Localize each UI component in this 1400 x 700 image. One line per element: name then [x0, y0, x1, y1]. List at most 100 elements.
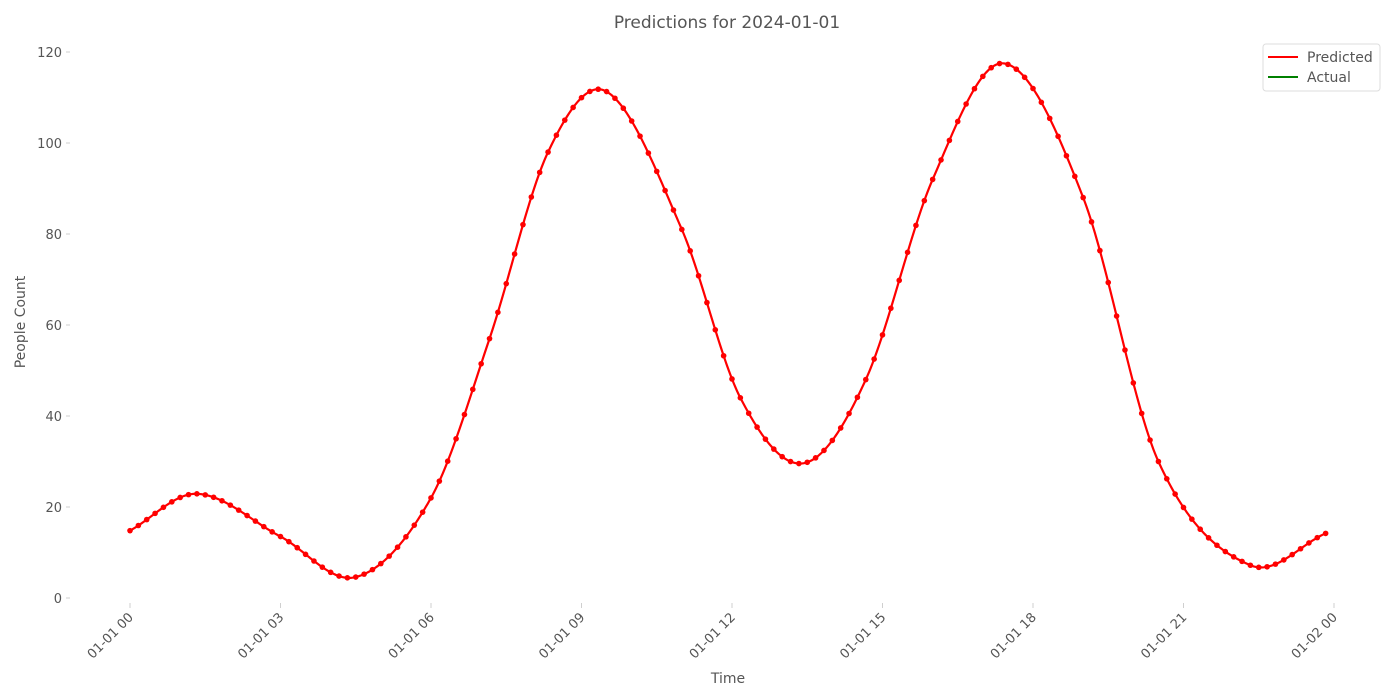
- legend: Predicted Actual: [1262, 43, 1381, 92]
- series-point: [1138, 410, 1145, 417]
- series-point: [846, 410, 852, 417]
- series-point: [478, 360, 484, 367]
- series-point: [687, 248, 693, 254]
- series-point: [503, 280, 510, 287]
- series-point: [1197, 526, 1204, 533]
- series-point: [511, 251, 518, 257]
- series-point: [1063, 152, 1070, 159]
- series-point: [1230, 554, 1237, 560]
- series-point: [980, 73, 986, 80]
- series-point: [921, 197, 928, 204]
- series-point: [653, 168, 660, 175]
- legend-label: Predicted: [1307, 50, 1373, 66]
- y-tick-label: 80: [45, 228, 62, 243]
- series-point: [1172, 491, 1178, 497]
- series-point: [403, 534, 409, 540]
- series-point: [252, 518, 259, 524]
- series-point: [679, 226, 685, 233]
- series-point: [461, 411, 468, 418]
- series-point: [862, 376, 869, 383]
- series-point: [821, 447, 827, 454]
- series-point: [302, 551, 309, 558]
- y-tick-label: 60: [45, 319, 62, 334]
- y-tick-label: 120: [37, 46, 62, 61]
- series-point: [1122, 347, 1128, 353]
- series-point: [1189, 516, 1195, 522]
- x-tick-label: 01-01 18: [988, 610, 1040, 662]
- series-point: [879, 332, 886, 338]
- series-point: [169, 499, 175, 505]
- series-point: [1205, 535, 1212, 541]
- series-point: [1247, 562, 1254, 569]
- series-point: [913, 222, 919, 229]
- series-point: [1281, 557, 1287, 563]
- series-point: [612, 95, 618, 102]
- series-point: [812, 455, 819, 461]
- series-point: [1306, 540, 1312, 546]
- series-point: [127, 527, 133, 534]
- series-point: [988, 64, 994, 71]
- series-point: [628, 118, 635, 124]
- x-tick-label: 01-01 12: [687, 610, 739, 662]
- series-point: [1072, 173, 1078, 180]
- series-point: [336, 573, 342, 579]
- series-point: [1272, 561, 1279, 567]
- series-point: [603, 88, 610, 95]
- series-point: [1038, 99, 1045, 106]
- series-point: [737, 395, 744, 401]
- series-point: [1088, 219, 1095, 225]
- series-point: [1214, 542, 1220, 549]
- series-point: [1163, 476, 1170, 482]
- series-point: [1005, 61, 1011, 68]
- series-point: [837, 425, 844, 431]
- series-point: [779, 453, 785, 460]
- x-tick-label: 01-01 15: [837, 610, 889, 662]
- series-point: [946, 137, 953, 144]
- series-point: [787, 458, 794, 465]
- series-point: [235, 507, 242, 513]
- series-point: [1013, 66, 1020, 72]
- series-point: [419, 509, 426, 515]
- series-point: [745, 410, 752, 417]
- series-point: [1055, 133, 1061, 140]
- series-point: [762, 436, 769, 442]
- series-point: [888, 305, 894, 312]
- series-point: [470, 386, 476, 393]
- series-point: [804, 459, 811, 466]
- series-point: [996, 60, 1003, 67]
- series-point: [244, 512, 250, 519]
- series-point: [260, 523, 267, 530]
- series-point: [160, 504, 167, 511]
- series-point: [135, 522, 142, 529]
- y-tick-label: 0: [54, 592, 62, 607]
- series-point: [545, 149, 551, 155]
- y-axis-label: People Count: [13, 275, 29, 368]
- series-point: [578, 94, 585, 101]
- series-point: [453, 435, 459, 442]
- series-layer: [127, 60, 1329, 581]
- legend-frame: [1262, 43, 1381, 92]
- series-point: [645, 150, 652, 156]
- series-point: [528, 194, 535, 200]
- series-point: [495, 309, 501, 316]
- x-tick-label: 01-01 00: [85, 610, 137, 662]
- x-axis-label: Time: [710, 671, 745, 687]
- series-point: [194, 491, 200, 497]
- series-point: [670, 207, 677, 213]
- y-tick-label: 100: [37, 137, 62, 152]
- legend-label: Actual: [1307, 70, 1351, 86]
- series-point: [327, 569, 334, 576]
- series-point: [1264, 563, 1270, 570]
- series-point: [963, 101, 969, 107]
- series-point: [1255, 564, 1262, 571]
- series-point: [1147, 437, 1153, 443]
- series-point: [311, 558, 317, 564]
- series-point: [754, 424, 760, 430]
- series-point: [553, 132, 560, 138]
- series-point: [210, 494, 217, 501]
- series-point: [1155, 458, 1162, 465]
- series-point: [520, 221, 526, 228]
- series-point: [1097, 247, 1103, 254]
- series-point: [536, 169, 543, 176]
